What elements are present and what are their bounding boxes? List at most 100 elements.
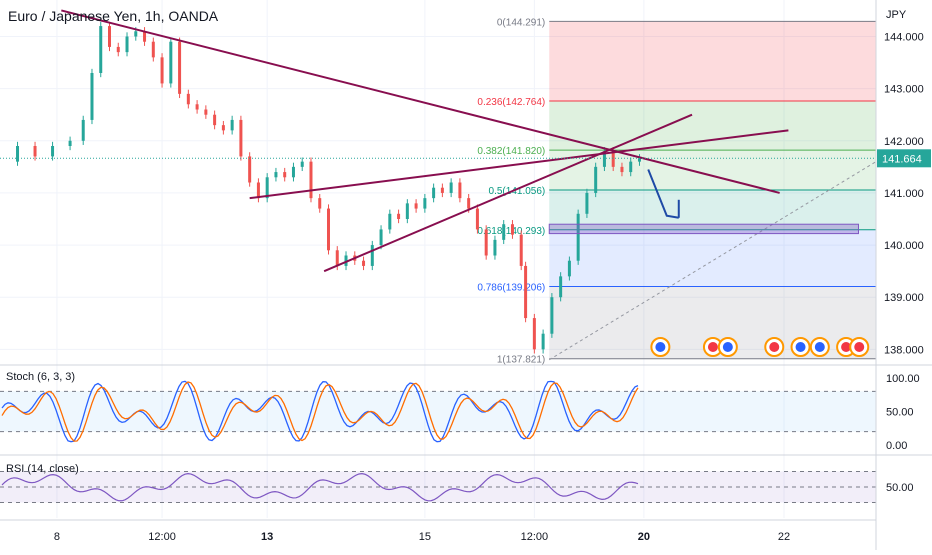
fib-level-label: 0.786(139.206) — [477, 282, 545, 293]
candle-body — [90, 73, 94, 120]
price-tick-label: 142.000 — [884, 136, 924, 148]
candle-body — [440, 187, 444, 193]
candle-body — [502, 224, 506, 240]
candle-body — [204, 109, 208, 115]
fib-zone — [549, 150, 876, 191]
candle-body — [576, 213, 580, 261]
rsi-label: RSI (14, close) — [6, 463, 79, 475]
price-tick-label: 139.000 — [884, 292, 924, 304]
fib-level-label: 0(144.291) — [497, 17, 545, 28]
candle-body — [414, 203, 418, 209]
candle-body — [362, 260, 366, 266]
candle-body — [116, 46, 120, 53]
candle-body — [248, 156, 252, 183]
event-marker-dot — [655, 342, 666, 352]
rsi-pane: 50.00 RSI (14, close) — [0, 463, 914, 503]
target-zone-box — [548, 223, 859, 235]
candle-body — [178, 41, 182, 94]
candle-body — [611, 151, 615, 167]
x-tick-label: 13 — [261, 531, 273, 543]
last-price-badge — [877, 149, 931, 168]
candle-body — [335, 250, 339, 266]
candle-body — [493, 239, 497, 256]
candle-body — [186, 93, 190, 105]
candle-body — [195, 104, 199, 110]
candle-body — [629, 161, 633, 173]
candle-body — [33, 146, 37, 157]
trendline — [249, 129, 789, 200]
candle-body — [265, 177, 269, 199]
event-marker-dot — [854, 342, 865, 352]
chart-title: Euro / Japanese Yen, 1h, OANDA — [8, 8, 219, 24]
candle-body — [567, 260, 571, 277]
candle-body — [637, 158, 641, 162]
fib-zone — [549, 21, 876, 101]
fib-zone — [549, 190, 876, 230]
candle-body — [239, 119, 243, 157]
candle-body — [559, 276, 563, 298]
fib-zone — [549, 100, 876, 151]
price-tick-label: 144.000 — [884, 32, 924, 44]
candle-body — [68, 140, 72, 146]
fib-level-label: 0.5(141.056) — [489, 186, 546, 197]
candle-body — [230, 119, 234, 131]
candle-body — [274, 172, 278, 178]
rsi-tick-label: 50.00 — [886, 482, 914, 494]
x-tick-label: 15 — [419, 531, 431, 543]
stochastic-pane: 100.00 50.00 0.00 Stoch (6, 3, 3) — [0, 371, 920, 452]
x-tick-label: 12:00 — [521, 531, 549, 543]
price-tick-label: 143.000 — [884, 84, 924, 96]
stoch-label: Stoch (6, 3, 3) — [6, 371, 75, 383]
candle-body — [108, 26, 111, 47]
candle-body — [458, 182, 462, 199]
candle-body — [291, 166, 295, 178]
currency-label: JPY — [886, 9, 907, 21]
stoch-band — [0, 391, 876, 432]
candle-body — [309, 161, 313, 199]
candle-body — [405, 203, 409, 219]
event-marker-dot — [795, 342, 806, 352]
candle-body — [432, 187, 436, 199]
candle-body — [484, 229, 488, 256]
fib-level-label: 0.236(142.764) — [477, 97, 545, 108]
candle-body — [134, 31, 138, 37]
candle-body — [151, 41, 155, 58]
candle-body — [213, 114, 217, 126]
candle-body — [541, 333, 545, 350]
candle-body — [594, 166, 598, 193]
candle-body — [379, 229, 383, 246]
candle-body — [283, 172, 287, 178]
candle-body — [221, 125, 225, 131]
x-tick-label: 8 — [54, 531, 60, 543]
event-marker-dot — [707, 342, 718, 352]
candle-body — [449, 182, 453, 193]
x-axis: 8 12:00 13 15 12:00 20 22 — [0, 519, 876, 543]
event-marker-dot — [841, 342, 852, 352]
candle-body — [16, 146, 20, 162]
trendline — [323, 113, 693, 273]
stoch-tick-label: 0.00 — [886, 440, 907, 452]
stoch-tick-label: 100.00 — [886, 373, 920, 385]
candle-body — [81, 119, 85, 141]
candle-body — [519, 234, 523, 266]
price-tick-label: 140.000 — [884, 240, 924, 252]
stoch-k-line — [1, 380, 639, 443]
candle-body — [344, 255, 348, 266]
candle-body — [388, 213, 392, 230]
candle-body — [510, 224, 514, 235]
price-pane: 0(144.291) 0.236(142.764) 0.382(141.820) 0.… — [0, 0, 932, 518]
candle-body — [620, 166, 624, 173]
candle-body — [143, 31, 147, 42]
candle-body — [602, 151, 606, 167]
candle-body — [160, 57, 164, 84]
candle-body — [300, 161, 304, 167]
stoch-d-line — [1, 381, 639, 442]
candle-body — [423, 198, 427, 209]
price-axis: JPY 144.000 143.000 142.000 141.000 140.000 13… — [875, 0, 931, 550]
fib-diagonal-line — [548, 161, 877, 361]
candle-body — [467, 198, 471, 209]
event-marker-dot — [769, 342, 780, 352]
x-tick-label: 22 — [778, 531, 790, 543]
